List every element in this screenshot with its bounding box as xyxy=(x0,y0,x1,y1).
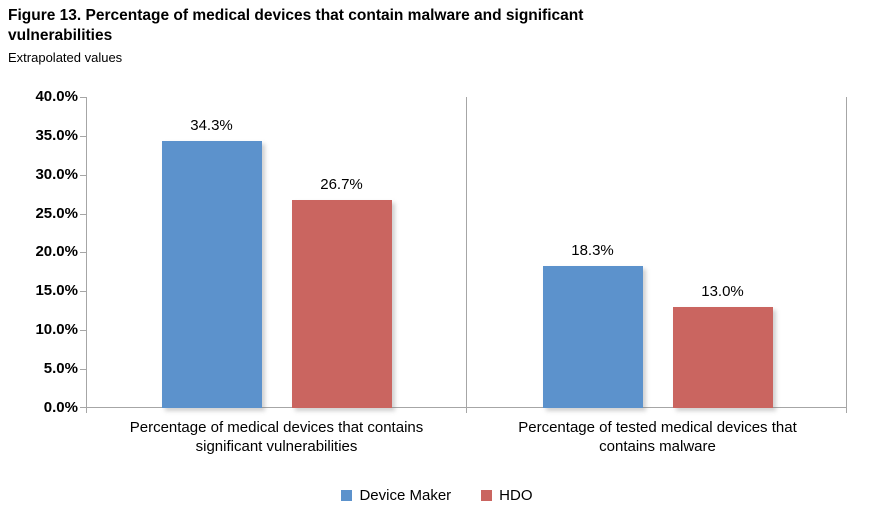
chart-legend: Device Maker HDO xyxy=(0,487,874,504)
y-axis-tick xyxy=(80,136,86,137)
device-maker-swatch-icon xyxy=(341,490,353,501)
chart-title-line-2: vulnerabilities xyxy=(8,27,113,44)
y-axis-tick xyxy=(80,252,86,253)
bar-value-label: 34.3% xyxy=(190,117,233,134)
y-axis-tick-label: 35.0% xyxy=(35,127,78,144)
legend-label-hdo: HDO xyxy=(499,487,533,504)
legend-item-device-maker: Device Maker xyxy=(341,487,451,504)
category-label-2: Percentage of tested medical devices tha… xyxy=(467,418,848,456)
bar-hdo: 26.7% xyxy=(291,176,392,408)
y-axis-tick-label: 0.0% xyxy=(43,399,78,416)
y-axis-tick-label: 10.0% xyxy=(35,321,78,338)
y-axis-tick-label: 40.0% xyxy=(35,88,78,105)
y-axis-line xyxy=(86,97,87,413)
legend-item-hdo: HDO xyxy=(481,487,533,504)
bar-value-label: 13.0% xyxy=(701,283,744,300)
chart-title-line-1: Figure 13. Percentage of medical devices… xyxy=(8,7,584,24)
hdo-swatch-icon xyxy=(481,490,493,501)
category-label-line: Percentage of tested medical devices tha… xyxy=(518,419,797,436)
y-axis-tick xyxy=(80,97,86,98)
y-axis-tick-label: 15.0% xyxy=(35,282,78,299)
bar-group-1: 34.3% 26.7% xyxy=(86,97,467,408)
bar-hdo: 13.0% xyxy=(672,283,773,408)
plot-right-border xyxy=(846,97,847,413)
x-axis-line xyxy=(80,407,847,408)
y-axis-tick xyxy=(80,330,86,331)
y-axis-tick-label: 5.0% xyxy=(43,360,78,377)
y-axis-tick xyxy=(80,291,86,292)
y-axis-tick xyxy=(80,369,86,370)
y-axis-tick-label: 30.0% xyxy=(35,166,78,183)
category-separator-line xyxy=(466,97,467,413)
y-axis-tick-label: 20.0% xyxy=(35,243,78,260)
y-axis-tick xyxy=(80,175,86,176)
category-label-line: contains malware xyxy=(599,438,716,455)
y-axis-tick-label: 25.0% xyxy=(35,205,78,222)
category-label-line: significant vulnerabilities xyxy=(195,438,358,455)
bar-device-maker: 18.3% xyxy=(542,242,643,408)
bar-device-maker: 34.3% xyxy=(161,117,262,408)
legend-label-device-maker: Device Maker xyxy=(359,487,452,504)
chart-header: Figure 13. Percentage of medical devices… xyxy=(8,6,848,66)
bar-value-label: 26.7% xyxy=(320,176,363,193)
category-label-line: Percentage of medical devices that conta… xyxy=(129,419,424,436)
y-axis-tick xyxy=(80,214,86,215)
plot-area: 0.0% 5.0% 10.0% 15.0% 20.0% 25.0% 30.0% 35.0% 40… xyxy=(35,88,848,416)
chart-subtitle: Extrapolated values xyxy=(8,50,123,65)
y-axis-tick xyxy=(80,407,86,408)
bar-group-2: 18.3% 13.0% xyxy=(467,97,848,408)
category-label-1: Percentage of medical devices that conta… xyxy=(86,418,467,456)
bar-value-label: 18.3% xyxy=(571,242,614,259)
